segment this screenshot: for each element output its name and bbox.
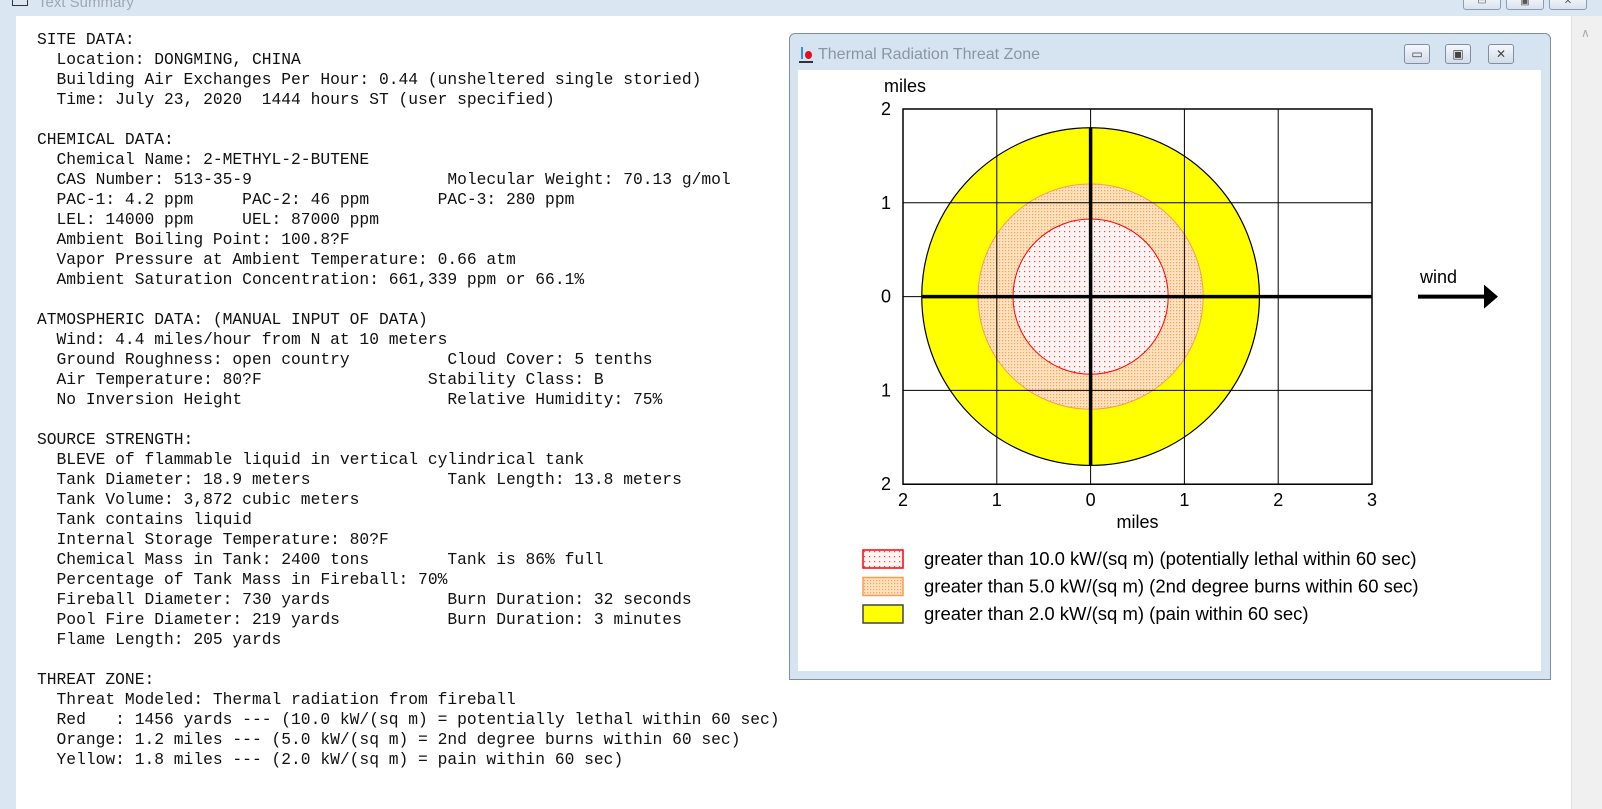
text-summary-titlebar: Text Summary ▭ ▣ ✕	[0, 0, 1602, 16]
scroll-up-icon[interactable]: ∧	[1581, 26, 1590, 40]
report-line: Location: DONGMING, CHINA	[37, 50, 301, 69]
report-line: ATMOSPHERIC DATA: (MANUAL INPUT OF DATA)	[37, 310, 428, 329]
maximize-button[interactable]: ▣	[1506, 0, 1544, 10]
legend-label-yellow: greater than 2.0 kW/(sq m) (pain within …	[924, 603, 1309, 624]
report-line: SITE DATA:	[37, 30, 135, 49]
report-line: Ambient Saturation Concentration: 661,33…	[37, 270, 585, 289]
legend-label-orange: greater than 5.0 kW/(sq m) (2nd degree b…	[924, 576, 1419, 597]
threat-minimize-button[interactable]: ▭	[1404, 44, 1430, 64]
report-line	[37, 410, 780, 430]
report-line: SOURCE STRENGTH:	[37, 430, 194, 449]
threat-zone-window: Thermal Radiation Threat Zone ▭ ▣ ✕ 2 1 0 1…	[789, 33, 1551, 680]
x-tick-label: 2	[898, 490, 908, 510]
y-tick-label: 2	[881, 99, 891, 119]
report-line: LEL: 14000 ppm UEL: 87000 ppm	[37, 210, 379, 229]
window-title: Text Summary	[38, 0, 134, 11]
y-tick-label: 2	[881, 474, 891, 494]
y-tick-label: 0	[881, 287, 891, 307]
report-line: Building Air Exchanges Per Hour: 0.44 (u…	[37, 70, 702, 89]
report-line	[37, 290, 780, 310]
report-line: Wind: 4.4 miles/hour from N at 10 meters	[37, 330, 448, 349]
report-line: Percentage of Tank Mass in Fireball: 70%	[37, 570, 448, 589]
close-button[interactable]: ✕	[1549, 0, 1587, 10]
x-tick-label: 1	[992, 490, 1002, 510]
x-tick-label: 3	[1367, 490, 1377, 510]
wind-arrow-icon	[1484, 284, 1498, 309]
report-line: Red : 1456 yards --- (10.0 kW/(sq m) = p…	[37, 710, 780, 729]
report-line: Air Temperature: 80?F Stability Class: B	[37, 370, 604, 389]
report-line: Tank contains liquid	[37, 510, 252, 529]
threat-window-title: Thermal Radiation Threat Zone	[818, 46, 1041, 63]
report-line: BLEVE of flammable liquid in vertical cy…	[37, 450, 585, 469]
window-icon	[12, 0, 28, 6]
report-line: No Inversion Height Relative Humidity: 7…	[37, 390, 663, 409]
report-line: Fireball Diameter: 730 yards Burn Durati…	[37, 590, 692, 609]
vertical-scrollbar[interactable]: ∧	[1571, 16, 1602, 809]
report-line: Yellow: 1.8 miles --- (2.0 kW/(sq m) = p…	[37, 750, 624, 769]
report-line: Ground Roughness: open country Cloud Cov…	[37, 350, 653, 369]
app-icon	[799, 47, 813, 63]
x-tick-label: 0	[1086, 490, 1096, 510]
report-line: THREAT ZONE:	[37, 670, 155, 689]
report-line: CAS Number: 513-35-9 Molecular Weight: 7…	[37, 170, 731, 189]
y-tick-label: 1	[881, 380, 891, 400]
report-line: Flame Length: 205 yards	[37, 630, 282, 649]
report-line: Pool Fire Diameter: 219 yards Burn Durat…	[37, 610, 682, 629]
report-line: Tank Diameter: 18.9 meters Tank Length: …	[37, 470, 682, 489]
legend-swatch-yellow	[862, 604, 904, 624]
threat-zone-plot-area: 2 1 0 1 2 3 2 1 0 1 2 miles miles wind greater than 10…	[798, 70, 1541, 671]
report-line	[37, 650, 780, 670]
wind-label: wind	[1419, 267, 1457, 287]
report-line	[37, 110, 780, 130]
report-line: Time: July 23, 2020 1444 hours ST (user …	[37, 90, 555, 109]
report-line: CHEMICAL DATA:	[37, 130, 174, 149]
threat-close-button[interactable]: ✕	[1488, 44, 1514, 64]
threat-zone-chart: 2 1 0 1 2 3 2 1 0 1 2 miles miles wind greater than 10…	[862, 76, 1498, 624]
legend-swatch-red	[862, 549, 904, 569]
x-tick-label: 2	[1273, 490, 1283, 510]
legend-swatch-orange	[862, 576, 904, 597]
report-line: Internal Storage Temperature: 80?F	[37, 530, 389, 549]
report-line: Chemical Name: 2-METHYL-2-BUTENE	[37, 150, 370, 169]
x-axis-label: miles	[1116, 512, 1158, 532]
report-line: Tank Volume: 3,872 cubic meters	[37, 490, 360, 509]
report-line: Orange: 1.2 miles --- (5.0 kW/(sq m) = 2…	[37, 730, 741, 749]
y-tick-label: 1	[881, 193, 891, 213]
minimize-button[interactable]: ▭	[1463, 0, 1501, 10]
y-axis-label: miles	[884, 76, 926, 96]
report-line: PAC-1: 4.2 ppm PAC-2: 46 ppm PAC-3: 280 …	[37, 190, 575, 209]
threat-maximize-button[interactable]: ▣	[1445, 44, 1471, 64]
report-line: Threat Modeled: Thermal radiation from f…	[37, 690, 516, 709]
report-line: Vapor Pressure at Ambient Temperature: 0…	[37, 250, 516, 269]
report-line: Ambient Boiling Point: 100.8?F	[37, 230, 350, 249]
x-tick-label: 1	[1179, 490, 1189, 510]
legend-label-red: greater than 10.0 kW/(sq m) (potentially…	[924, 548, 1417, 569]
text-report: SITE DATA: Location: DONGMING, CHINA Bui…	[37, 30, 780, 770]
report-line: Chemical Mass in Tank: 2400 tons Tank is…	[37, 550, 604, 569]
